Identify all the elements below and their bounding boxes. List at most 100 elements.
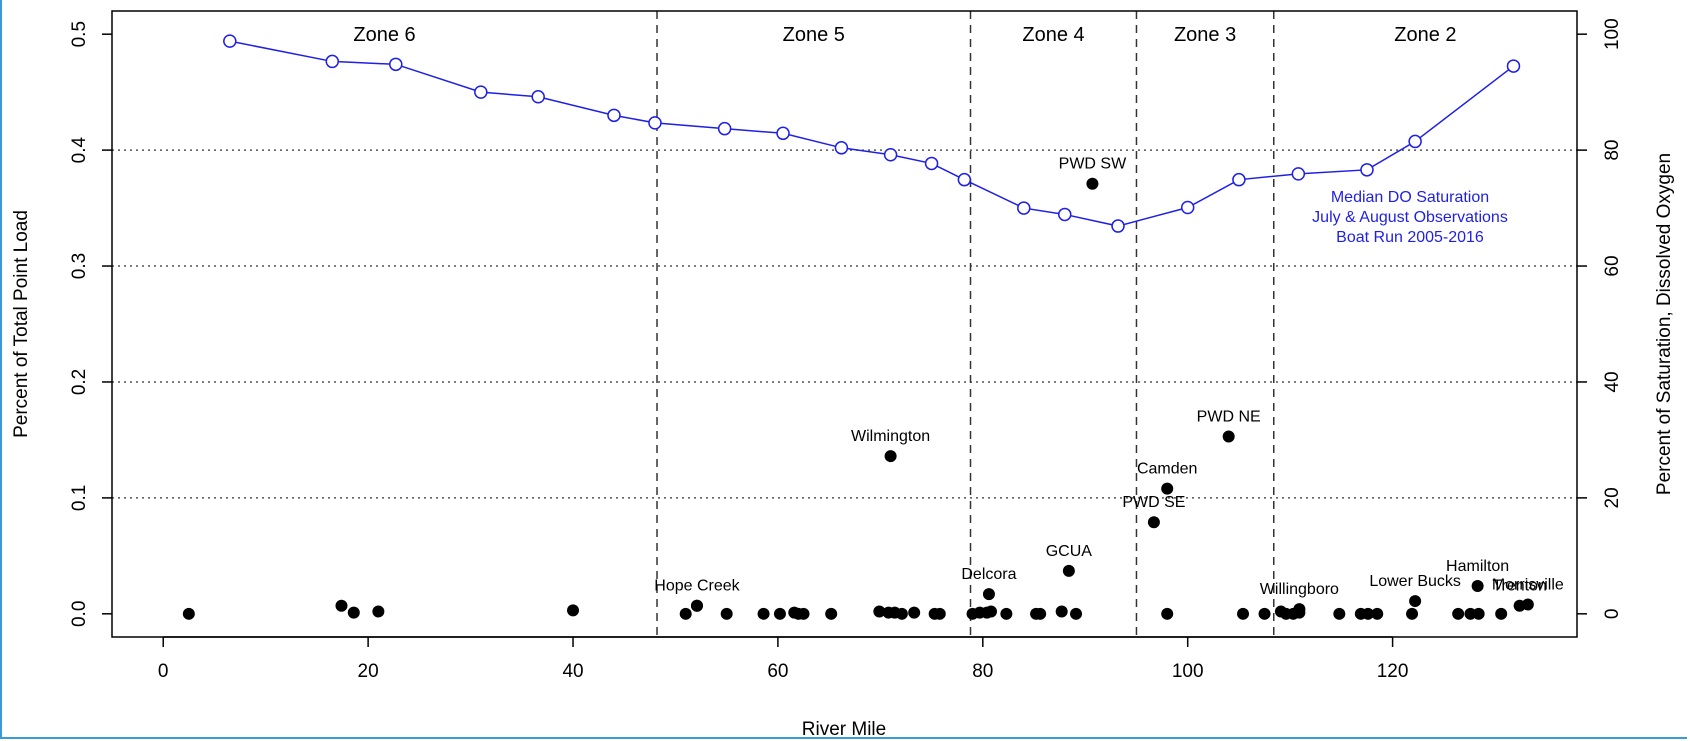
- do-point: [957, 172, 972, 187]
- load-point: [1055, 605, 1068, 618]
- load-point: [873, 605, 886, 618]
- x-axis: 0 20 40 60 80 100 120: [158, 636, 1409, 682]
- do-point: [1111, 219, 1125, 233]
- load-point: [347, 606, 360, 619]
- load-point: [1147, 516, 1160, 529]
- load-point: [895, 607, 908, 620]
- do-point: [1058, 207, 1072, 222]
- load-point: [773, 607, 786, 620]
- y-right-tick-label-0: 0: [1602, 609, 1623, 620]
- do-point: [1017, 201, 1031, 215]
- point-label-5: GCUA: [1046, 543, 1093, 560]
- load-point: [335, 599, 348, 612]
- point-label-11: Trenton: [1492, 578, 1547, 595]
- y-left-tick-label-5: 0.5: [69, 21, 90, 47]
- do-annotation-line-2: Boat Run 2005-2016: [1336, 229, 1484, 246]
- x-tick-label-2: 40: [562, 661, 583, 682]
- x-axis-label: River Mile: [802, 719, 886, 740]
- load-point: [182, 607, 195, 620]
- zone-dividers: [656, 11, 1275, 637]
- do-point: [834, 141, 849, 155]
- do-point: [474, 85, 488, 99]
- do-point: [1360, 163, 1374, 177]
- plot-box: [111, 10, 1578, 638]
- y-left-tick-label-3: 0.3: [69, 253, 90, 279]
- load-point: [1495, 607, 1508, 620]
- y-axis-right: 0 20 40 60 80 100: [1577, 18, 1623, 619]
- load-point: [908, 606, 921, 619]
- point-labels: Wilmington PWD SW PWD NE Camden PWD SE GCUA De…: [654, 156, 1564, 598]
- load-point: [1333, 607, 1346, 620]
- load-point: [1222, 430, 1235, 443]
- do-point: [776, 126, 790, 141]
- load-point: [825, 607, 838, 620]
- point-label-7: Hope Creek: [654, 578, 740, 595]
- load-point: [1371, 607, 1384, 620]
- do-point: [648, 116, 662, 130]
- x-tick-label-0: 0: [158, 661, 169, 682]
- load-point: [757, 607, 770, 620]
- load-point: [1258, 607, 1271, 620]
- point-label-6: Delcora: [961, 566, 1016, 583]
- do-point: [325, 54, 340, 69]
- load-point: [1070, 607, 1083, 620]
- x-tick-label-4: 80: [972, 661, 993, 682]
- y-right-tick-label-2: 40: [1602, 371, 1623, 392]
- do-point: [717, 121, 732, 136]
- load-point: [1406, 607, 1419, 620]
- y-left-tick-label-0: 0.0: [69, 601, 90, 627]
- do-point: [1232, 172, 1246, 187]
- x-tick-label-3: 60: [767, 661, 788, 682]
- do-line: [229, 40, 1514, 227]
- do-point: [389, 57, 403, 72]
- point-label-10: Hamilton: [1446, 558, 1509, 575]
- y-right-tick-label-4: 80: [1602, 140, 1623, 161]
- load-point: [1062, 564, 1075, 577]
- load-point: [1000, 607, 1013, 620]
- point-label-8: Willingboro: [1260, 581, 1339, 598]
- point-label-12: Morrisville: [1492, 577, 1564, 594]
- point-label-2: PWD NE: [1197, 408, 1261, 425]
- load-point: [985, 605, 997, 618]
- load-point: [1409, 595, 1422, 608]
- zone-labels: Zone 6 Zone 5 Zone 4 Zone 3 Zone 2: [353, 24, 1456, 46]
- load-point: [1293, 603, 1306, 616]
- do-point: [1291, 167, 1306, 181]
- x-tick-label-1: 20: [358, 661, 379, 682]
- y-right-tick-label-1: 20: [1602, 487, 1623, 508]
- do-point: [1408, 134, 1422, 149]
- load-point: [1362, 607, 1375, 620]
- load-point: [1161, 482, 1174, 495]
- load-point: [1472, 607, 1485, 620]
- zone-label-2: Zone 5: [783, 24, 845, 46]
- load-point: [1471, 579, 1484, 592]
- load-point: [1237, 607, 1250, 620]
- point-label-4: PWD SE: [1122, 494, 1185, 511]
- point-label-0: Wilmington: [851, 428, 930, 445]
- load-point: [679, 607, 692, 620]
- load-point: [1161, 607, 1174, 620]
- x-tick-label-6: 120: [1377, 661, 1409, 682]
- zone-label-4: Zone 3: [1174, 24, 1236, 46]
- load-point: [1086, 177, 1099, 190]
- load-point: [1034, 607, 1047, 620]
- zone-label-1: Zone 6: [353, 24, 415, 46]
- do-point: [531, 90, 545, 104]
- do-annotation-line-0: Median DO Saturation: [1331, 189, 1489, 206]
- do-point: [223, 34, 237, 48]
- load-point: [372, 605, 385, 618]
- y-axis-left: 0.0 0.1 0.2 0.3 0.4 0.5: [69, 21, 112, 627]
- zone-label-3: Zone 4: [1022, 24, 1084, 46]
- y-left-tick-label-1: 0.1: [69, 485, 90, 511]
- load-point: [982, 588, 995, 601]
- point-label-9: Lower Bucks: [1369, 573, 1461, 590]
- load-point: [1521, 598, 1534, 611]
- load-point: [567, 604, 580, 617]
- x-tick-label-5: 100: [1172, 661, 1204, 682]
- do-point: [607, 108, 621, 123]
- do-point: [1506, 59, 1521, 73]
- point-load-series: [182, 177, 1534, 620]
- y-left-tick-label-2: 0.2: [69, 369, 90, 395]
